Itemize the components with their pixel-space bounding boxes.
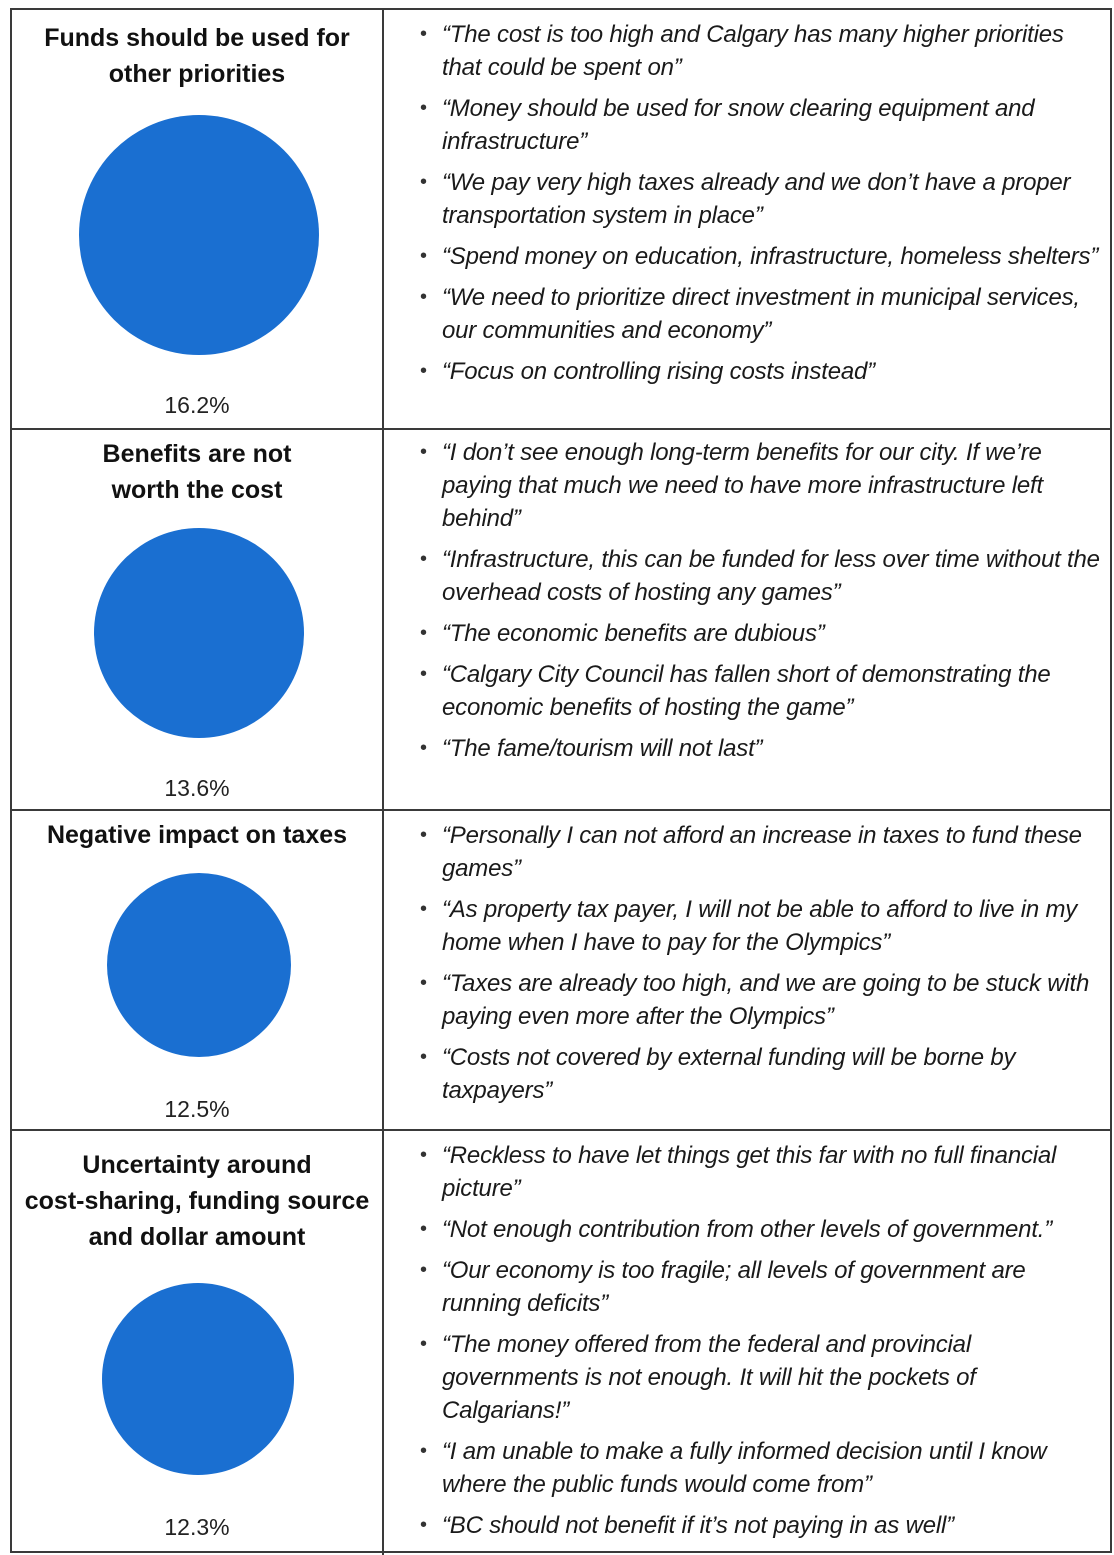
- reasons-table: Funds should be used for other prioritie…: [10, 8, 1112, 1555]
- quote-item: “BC should not benefit if it’s not payin…: [384, 1509, 1100, 1542]
- quote-item: “Taxes are already too high, and we are …: [384, 967, 1100, 1033]
- quote-item: “Personally I can not afford an increase…: [384, 819, 1100, 885]
- quote-item: “I don’t see enough long-term benefits f…: [384, 436, 1100, 535]
- percentage-circle: [79, 115, 319, 355]
- quote-list: “Personally I can not afford an increase…: [384, 819, 1100, 1115]
- quote-item: “Infrastructure, this can be funded for …: [384, 543, 1100, 609]
- quote-item: “Spend money on education, infrastructur…: [384, 240, 1100, 273]
- quote-item: “Not enough contribution from other leve…: [384, 1213, 1100, 1246]
- table-row: Negative impact on taxes 12.5% “Personal…: [12, 809, 1110, 1129]
- column-divider: [382, 430, 384, 809]
- category-title: Uncertainty around cost-sharing, funding…: [24, 1151, 370, 1251]
- quote-item: “As property tax payer, I will not be ab…: [384, 893, 1100, 959]
- category-cell: Uncertainty around cost-sharing, funding…: [12, 1131, 382, 1555]
- quote-list: “The cost is too high and Calgary has ma…: [384, 18, 1100, 396]
- table-row: Funds should be used for other prioritie…: [12, 10, 1110, 428]
- percentage-label: 12.3%: [164, 1514, 230, 1540]
- percentage-label: 16.2%: [164, 392, 230, 418]
- quote-item: “Costs not covered by external funding w…: [384, 1041, 1100, 1107]
- category-cell: Benefits are not worth the cost 13.6%: [12, 430, 382, 809]
- quote-item: “The cost is too high and Calgary has ma…: [384, 18, 1100, 84]
- quote-item: “We pay very high taxes already and we d…: [384, 166, 1100, 232]
- table-row: Uncertainty around cost-sharing, funding…: [12, 1129, 1110, 1555]
- quotes-cell: “Personally I can not afford an increase…: [384, 811, 1110, 1129]
- quote-item: “Money should be used for snow clearing …: [384, 92, 1100, 158]
- percentage-label: 13.6%: [164, 775, 230, 801]
- quote-item: “Reckless to have let things get this fa…: [384, 1139, 1100, 1205]
- quote-item: “The economic benefits are dubious”: [384, 617, 1100, 650]
- quote-item: “Calgary City Council has fallen short o…: [384, 658, 1100, 724]
- percentage-label: 12.5%: [164, 1096, 230, 1122]
- percentage-circle: [94, 528, 304, 738]
- percentage-circle: [107, 873, 291, 1057]
- column-divider: [382, 10, 384, 428]
- category-title: Benefits are not worth the cost: [102, 440, 292, 504]
- quote-item: “We need to prioritize direct investment…: [384, 281, 1100, 347]
- quotes-cell: “The cost is too high and Calgary has ma…: [384, 10, 1110, 428]
- quotes-cell: “I don’t see enough long-term benefits f…: [384, 430, 1110, 809]
- quote-list: “Reckless to have let things get this fa…: [384, 1139, 1100, 1550]
- quote-list: “I don’t see enough long-term benefits f…: [384, 436, 1100, 773]
- column-divider: [382, 1131, 384, 1555]
- quotes-cell: “Reckless to have let things get this fa…: [384, 1131, 1110, 1555]
- category-title: Negative impact on taxes: [46, 821, 348, 849]
- quote-item: “I am unable to make a fully informed de…: [384, 1435, 1100, 1501]
- quote-item: “The money offered from the federal and …: [384, 1328, 1100, 1427]
- quote-item: “Our economy is too fragile; all levels …: [384, 1254, 1100, 1320]
- category-title: Funds should be used for other prioritie…: [44, 24, 350, 88]
- quote-item: “The fame/tourism will not last”: [384, 732, 1100, 765]
- table-row: Benefits are not worth the cost 13.6% “I…: [12, 428, 1110, 809]
- category-cell: Funds should be used for other prioritie…: [12, 10, 382, 428]
- category-cell: Negative impact on taxes 12.5%: [12, 811, 382, 1129]
- column-divider: [382, 811, 384, 1129]
- percentage-circle: [102, 1283, 294, 1475]
- quote-item: “Focus on controlling rising costs inste…: [384, 355, 1100, 388]
